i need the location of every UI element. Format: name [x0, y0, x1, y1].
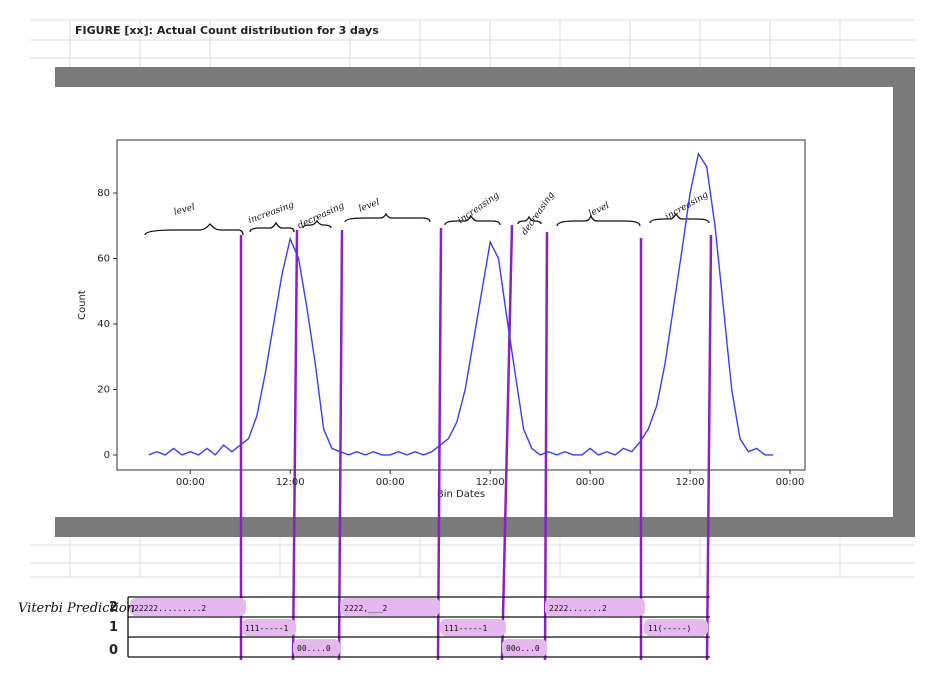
viterbi-cell: 11(-----) — [648, 624, 691, 633]
x-tick-label: 00:00 — [176, 477, 205, 488]
spreadsheet-grid — [30, 19, 915, 578]
y-tick-label: 0 — [104, 450, 110, 461]
viterbi-cell: 2222.......2 — [549, 604, 607, 613]
viterbi-cell: 00....0 — [297, 644, 331, 653]
state-label: 2 — [109, 600, 118, 615]
annotation: level — [173, 202, 196, 217]
annotation: decreasing — [296, 201, 346, 231]
x-tick-label: 12:00 — [476, 477, 505, 488]
state-label: 1 — [109, 620, 118, 635]
viterbi-cell: 22222.........2 — [134, 604, 206, 613]
y-tick-label: 20 — [97, 384, 110, 395]
viterbi-cell: 111-----1 — [245, 624, 289, 633]
braces — [144, 212, 710, 236]
data-line — [148, 151, 774, 456]
state-label: 0 — [109, 643, 118, 658]
viterbi-table — [127, 596, 710, 658]
viterbi-cell: 00o...0 — [506, 644, 540, 653]
annotation: increasing — [247, 200, 296, 226]
frame-bottom — [55, 517, 915, 537]
x-tick-label: 00:00 — [576, 477, 605, 488]
segment-lines — [239, 224, 713, 661]
viterbi-label: Viterbi Prediction — [18, 601, 135, 616]
x-tick-label: 00:00 — [376, 477, 405, 488]
viterbi-cell: 2222,___2 — [344, 604, 388, 613]
y-axis-label: Count — [77, 290, 88, 320]
x-tick-label: 12:00 — [676, 477, 705, 488]
x-tick-label: 12:00 — [276, 477, 305, 488]
annotation: level — [587, 201, 611, 219]
annotation: level — [358, 198, 382, 215]
y-tick-label: 60 — [97, 254, 110, 265]
frame-right — [893, 67, 915, 537]
y-tick-label: 40 — [97, 319, 110, 330]
plot-frame — [116, 139, 806, 471]
viterbi-cell: 111-----1 — [444, 624, 488, 633]
annotation: decreasing — [520, 190, 557, 237]
x-tick-label: 00:00 — [776, 477, 805, 488]
figure-title: FIGURE [xx]: Actual Count distribution f… — [75, 24, 379, 37]
frame-top — [55, 67, 915, 87]
viterbi-highlights — [130, 598, 708, 657]
y-tick-label: 80 — [97, 188, 110, 199]
x-axis-label: Bin Dates — [437, 489, 485, 500]
